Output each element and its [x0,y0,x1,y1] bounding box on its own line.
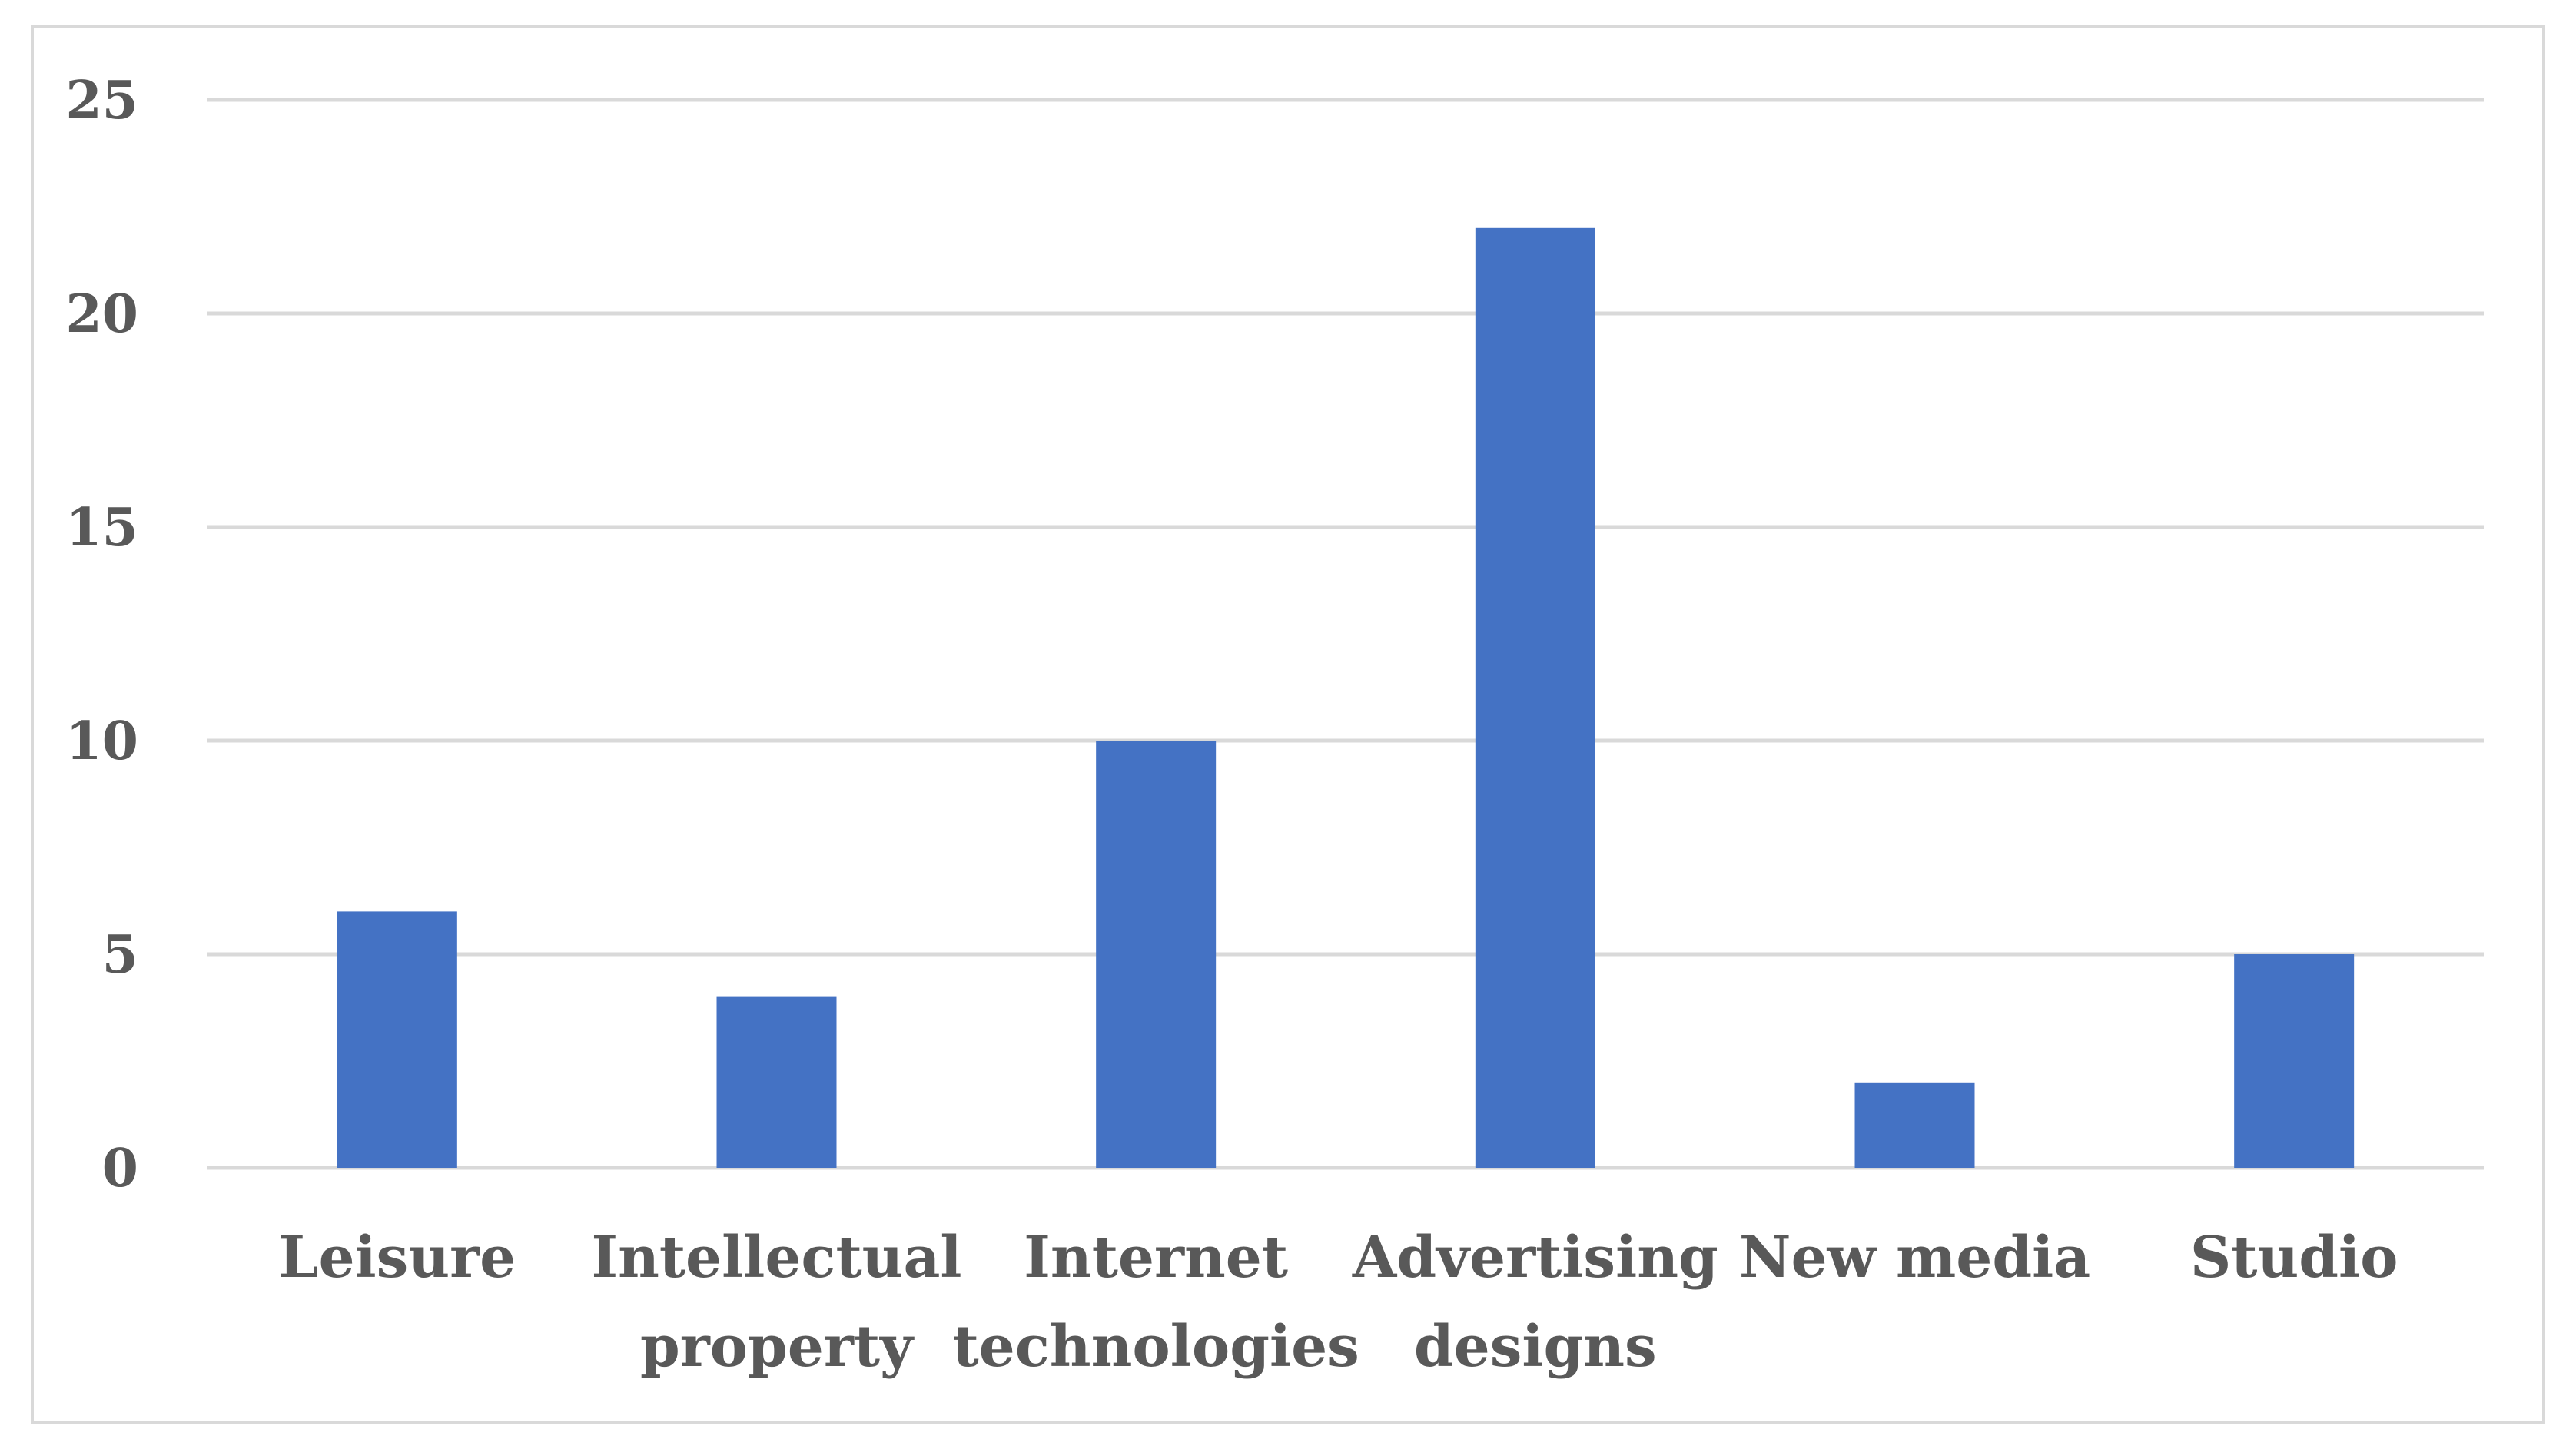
bar-1 [716,996,837,1168]
y-tick-label: 0 [102,1138,138,1199]
x-category-label: Internet technologies [952,1225,1359,1380]
chart-frame [31,25,2545,1424]
y-axis-ticks: 0 5 10 15 20 25 [65,70,138,1199]
bar-5 [2234,954,2355,1168]
x-category-label: Leisure [278,1225,516,1291]
gridlines [207,98,2484,1170]
y-tick-label: 25 [65,70,138,131]
bars [337,227,2355,1168]
bar-3 [1475,227,1595,1168]
y-tick-label: 20 [65,284,138,345]
bar-0 [337,911,457,1168]
y-tick-label: 10 [65,711,138,772]
x-category-label: New media [1739,1225,2090,1291]
y-tick-label: 5 [102,924,138,986]
x-category-label: Advertising designs [1352,1225,1718,1380]
x-category-label: Studio [2190,1225,2398,1291]
x-category-label: Intellectual property [591,1225,961,1380]
bar-2 [1096,741,1217,1168]
bar-4 [1854,1082,1975,1168]
y-tick-label: 15 [65,497,138,559]
